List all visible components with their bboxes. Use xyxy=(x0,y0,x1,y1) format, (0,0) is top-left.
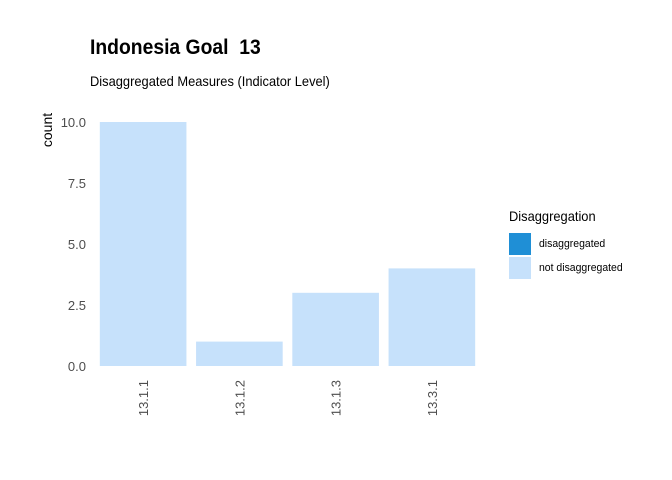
bar-not-disaggregated-13.1.1 xyxy=(99,122,187,366)
x-tick-label: 13.1.3 xyxy=(329,380,344,416)
y-tick-label: 7.5 xyxy=(68,176,86,191)
y-tick-label: 5.0 xyxy=(68,237,86,252)
x-tick-label: 13.3.1 xyxy=(425,380,440,416)
bar-not-disaggregated-13.3.1 xyxy=(388,268,476,366)
legend-item-not-disaggregated: not disaggregated xyxy=(509,257,627,279)
legend-key-disaggregated xyxy=(509,233,531,255)
legend-label-not-disaggregated: not disaggregated xyxy=(539,262,623,274)
legend-label-disaggregated: disaggregated xyxy=(539,238,606,250)
x-tick-label: 13.1.2 xyxy=(232,380,247,416)
legend-key-not-disaggregated xyxy=(509,257,531,279)
y-tick-label: 2.5 xyxy=(68,298,86,313)
y-tick-label: 10.0 xyxy=(61,115,86,130)
y-tick-label: 0.0 xyxy=(68,359,86,374)
bar-not-disaggregated-13.1.2 xyxy=(196,341,283,366)
legend-title: Disaggregation xyxy=(509,208,596,224)
x-tick-label: 13.1.1 xyxy=(136,380,151,416)
bar-not-disaggregated-13.1.3 xyxy=(292,292,379,366)
chart-title: Indonesia Goal 13 xyxy=(90,36,261,59)
legend-item-disaggregated: disaggregated xyxy=(509,233,609,255)
y-axis-label: count xyxy=(39,113,55,147)
chart-subtitle: Disaggregated Measures (Indicator Level) xyxy=(90,73,330,89)
